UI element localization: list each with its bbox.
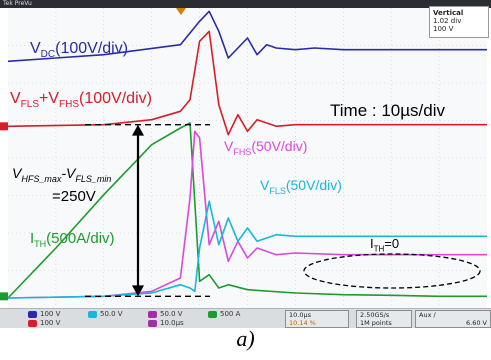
math-readout: 100 V: [28, 319, 60, 327]
arrow-head-down: [132, 285, 144, 297]
channel-4-dot: [208, 310, 217, 318]
label-vdiff: VHFS_max-VFLS_min: [12, 165, 112, 184]
trigger-readout: Aux ∕ 6.60 V: [415, 310, 491, 328]
scope-header-bar: Tek PreVu: [0, 0, 491, 8]
label-vdiff-value: =250V: [52, 188, 96, 205]
timebase-readout: 10.0µs 10.14 %: [285, 310, 349, 328]
ith-zero-ellipse: [303, 253, 481, 289]
annotations: [85, 123, 481, 298]
label-vdc: VDC(100V/div): [30, 40, 129, 61]
ref-dot: [148, 319, 157, 327]
label-vfls-vfhs: VFLS+VFHS(100V/div): [10, 90, 152, 111]
channel-1-readout: 100 V: [28, 310, 60, 318]
label-time-scale: Time : 10µs/div: [330, 101, 445, 120]
vertical-readout: Vertical 1.02 div 100 V: [429, 6, 489, 38]
trace-v-fhs: [7, 130, 487, 299]
trace-v-dc: [7, 10, 487, 63]
brand-label: Tek PreVu: [3, 0, 32, 7]
vertical-scale: 100 V: [433, 25, 454, 33]
channel-3-dot: [148, 310, 157, 318]
ref-readout: 10.0µs: [148, 319, 184, 327]
level-marker-math: [0, 122, 8, 131]
level-markers: [0, 8, 186, 301]
channel-3-readout: 50.0 V: [148, 310, 183, 318]
level-marker-ch4: [0, 292, 8, 301]
trigger-position-marker: [176, 8, 186, 15]
label-vfls: VFLS(50V/div): [260, 177, 342, 196]
vertical-position: 1.02 div: [433, 17, 462, 25]
math-dot: [28, 319, 37, 327]
label-vfhs: VFHS(50V/div): [224, 138, 308, 157]
channel-1-dot: [28, 310, 37, 318]
arrow-head-up: [132, 124, 144, 136]
trace-v-fls: [7, 200, 487, 299]
sample-readout: 2.50GS/s 1M points: [356, 310, 412, 328]
channel-4-readout: 500 A: [208, 310, 240, 318]
trace-i-th: [7, 122, 487, 299]
traces: [7, 10, 487, 299]
scope-info-bar: 100 V 50.0 V 50.0 V 500 A 100 V 10.0µs 1…: [0, 308, 491, 328]
figure-caption: a): [236, 326, 255, 351]
channel-2-dot: [88, 310, 97, 318]
label-ith: ITH(500A/div): [30, 230, 115, 249]
trace-v-fls-v-fhs: [7, 30, 487, 136]
channel-2-readout: 50.0 V: [88, 310, 123, 318]
vertical-title: Vertical: [433, 9, 464, 17]
label-ith-zero: ITH=0: [370, 236, 400, 254]
